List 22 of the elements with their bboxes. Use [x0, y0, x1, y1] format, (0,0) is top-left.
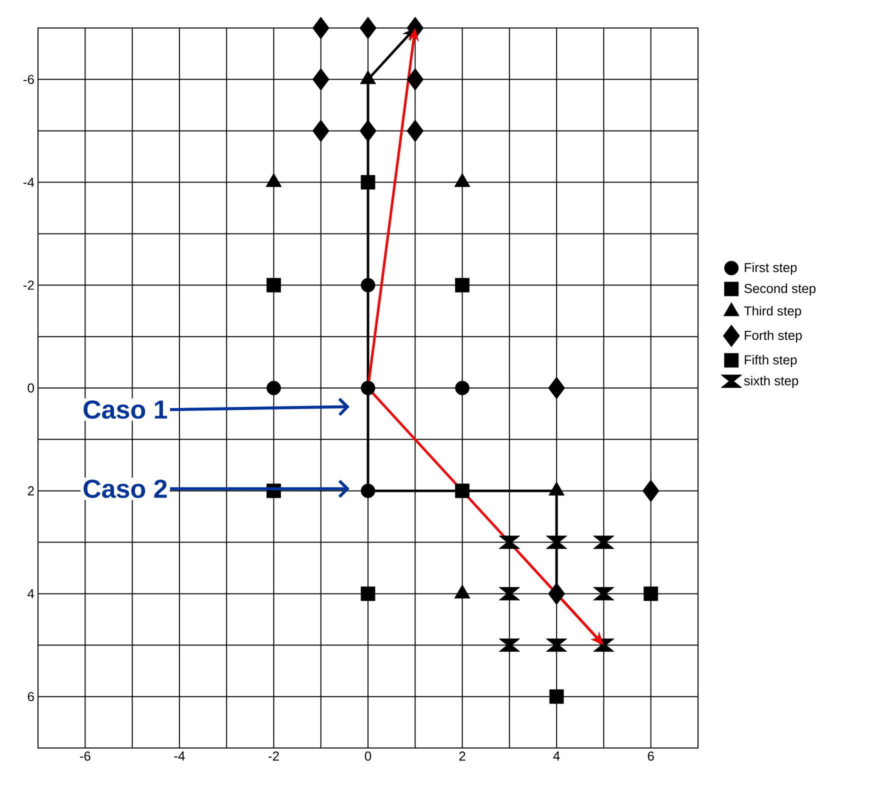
annotation: Caso 1 [84, 400, 168, 419]
legend-label: sixth step [744, 376, 798, 388]
x-tick-label: -4 [174, 752, 185, 760]
legend-label: Third step [744, 306, 802, 318]
legend-label: First step [744, 262, 797, 275]
annotation: Caso 2 [84, 480, 167, 498]
x-tick-label: 4 [553, 752, 560, 760]
y-tick-label: 2 [28, 486, 34, 496]
y-tick-label: -6 [23, 74, 34, 84]
x-tick-label: 2 [459, 752, 466, 761]
legend-label: Forth step [744, 330, 802, 343]
y-tick-label: 0 [28, 383, 34, 393]
y-tick-label: -4 [23, 178, 34, 187]
y-tick-label: 4 [28, 589, 34, 598]
x-tick-label: 0 [364, 752, 372, 761]
x-tick-label: -6 [80, 752, 90, 761]
x-tick-label: -2 [268, 752, 279, 761]
y-tick-label: 6 [28, 692, 34, 702]
y-tick-label: -2 [23, 280, 34, 290]
legend-label: Fifth step [744, 354, 797, 368]
x-tick-label: 6 [648, 752, 654, 761]
legend-label: Second step [744, 284, 816, 296]
